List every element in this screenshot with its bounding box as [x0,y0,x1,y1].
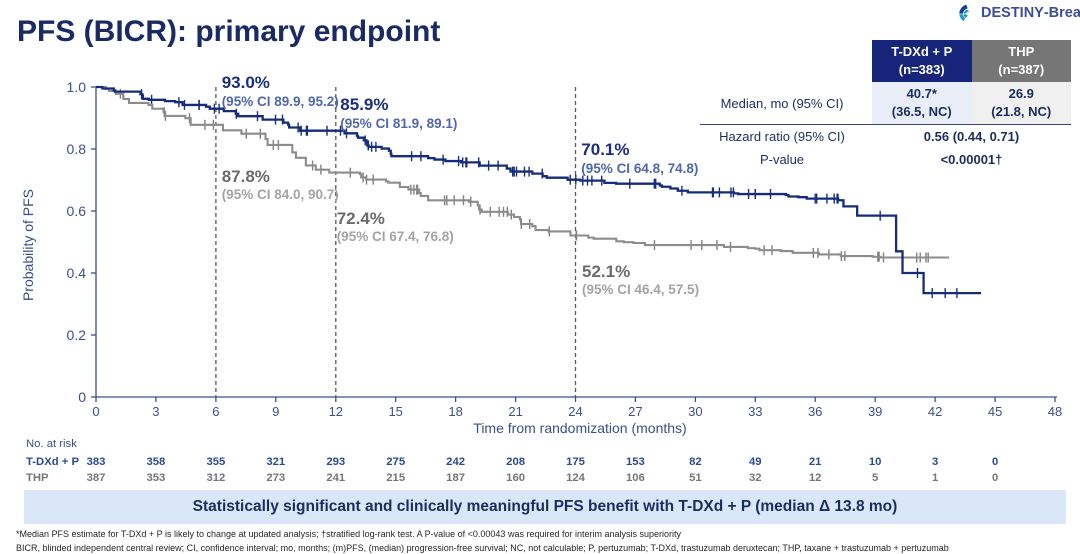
svg-text:36: 36 [808,404,822,419]
svg-text:18: 18 [448,404,462,419]
svg-text:33: 33 [748,404,762,419]
svg-text:1.0: 1.0 [67,79,87,95]
svg-text:0.4: 0.4 [67,265,87,281]
svg-text:0.2: 0.2 [67,327,87,343]
svg-text:15: 15 [388,404,402,419]
svg-text:9: 9 [272,404,279,419]
svg-text:0.6: 0.6 [67,203,87,219]
svg-text:0: 0 [92,404,99,419]
svg-text:21: 21 [508,404,522,419]
svg-text:24: 24 [568,404,582,419]
svg-text:3: 3 [152,404,159,419]
svg-text:42: 42 [928,404,942,419]
svg-text:48: 48 [1048,404,1062,419]
svg-text:12: 12 [329,404,343,419]
svg-text:45: 45 [988,404,1002,419]
svg-text:39: 39 [868,404,882,419]
svg-text:30: 30 [688,404,702,419]
svg-text:0.8: 0.8 [67,141,87,157]
svg-text:6: 6 [212,404,219,419]
svg-text:0: 0 [78,389,86,405]
svg-text:27: 27 [628,404,642,419]
